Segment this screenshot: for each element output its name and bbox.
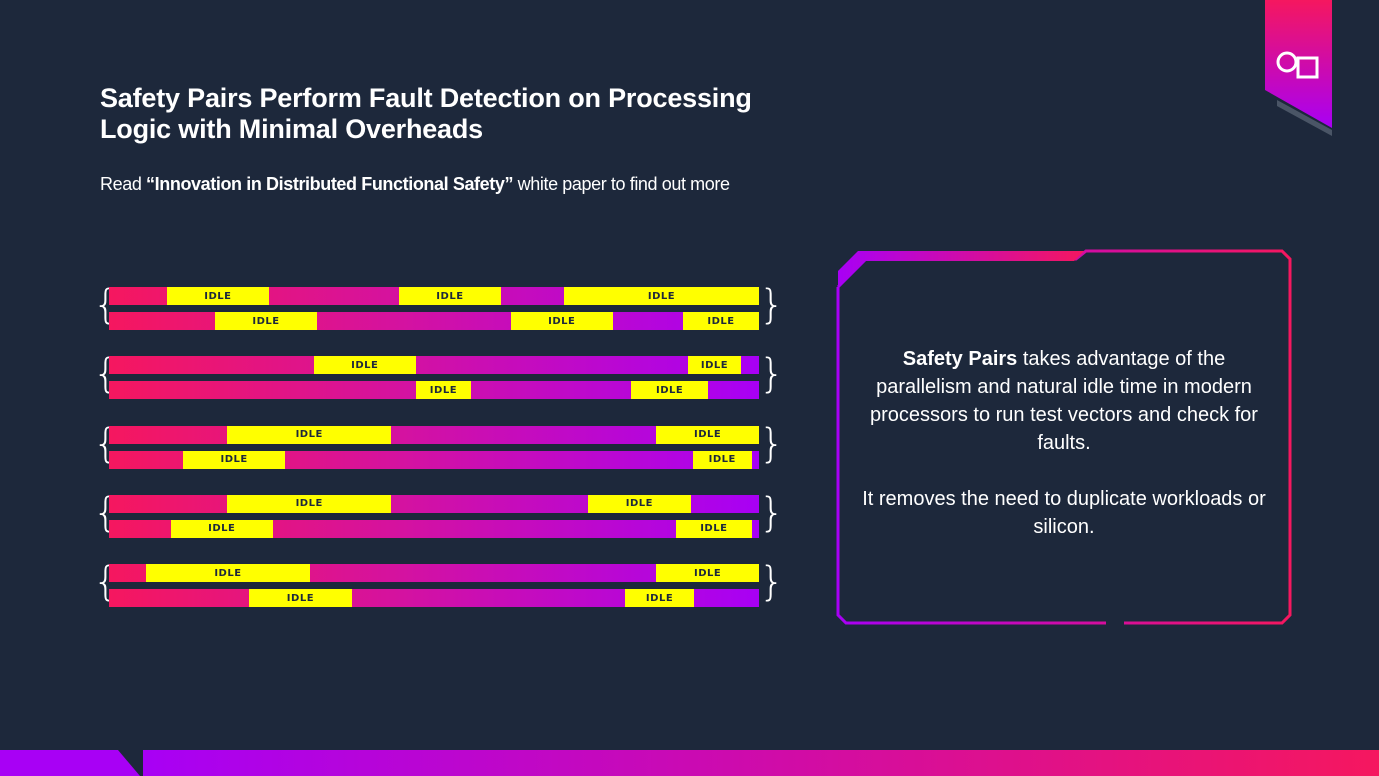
logo-badge (1265, 0, 1332, 136)
subtitle-suffix: white paper to find out more (513, 174, 730, 194)
idle-block: IDLE (248, 589, 353, 608)
white-paper-title: “Innovation in Distributed Functional Sa… (146, 174, 514, 194)
idle-block: IDLE (510, 312, 613, 330)
right-brace: } (759, 489, 785, 536)
processor-timeline: IDLE IDLE IDLE (109, 287, 759, 305)
idle-block: IDLE (146, 564, 310, 583)
processor-timeline: IDLE IDLE (109, 589, 759, 608)
idle-block: IDLE (166, 287, 269, 305)
idle-block: IDLE (625, 589, 694, 608)
idle-block: IDLE (688, 356, 741, 375)
idle-block: IDLE (630, 381, 709, 400)
right-brace: } (759, 282, 785, 328)
circle-square-icon (1276, 51, 1319, 79)
processor-timeline: IDLE IDLE (109, 381, 759, 400)
right-brace: } (759, 420, 785, 467)
slide-title: Safety Pairs Perform Fault Detection on … (100, 83, 752, 144)
processor-timeline: IDLE IDLE (109, 356, 759, 375)
processor-timeline: IDLE IDLE (109, 494, 759, 513)
subtitle: Read “Innovation in Distributed Function… (100, 174, 730, 195)
idle-block: IDLE (313, 356, 416, 375)
idle-block: IDLE (682, 312, 759, 330)
idle-block: IDLE (656, 425, 759, 444)
idle-block: IDLE (227, 494, 392, 513)
idle-block: IDLE (564, 287, 759, 305)
callout-text: Safety Pairs takes advantage of the para… (856, 345, 1272, 569)
processor-timeline: IDLE IDLE (109, 519, 759, 538)
processor-timeline: IDLE IDLE (109, 450, 759, 469)
idle-block: IDLE (227, 425, 392, 444)
bottom-bar (0, 750, 1379, 776)
idle-block: IDLE (415, 381, 472, 400)
idle-block: IDLE (183, 450, 286, 469)
processor-timeline: IDLE IDLE (109, 564, 759, 583)
right-brace: } (759, 351, 785, 398)
idle-block: IDLE (398, 287, 501, 305)
idle-block: IDLE (588, 494, 691, 513)
callout-bold: Safety Pairs (902, 348, 1018, 370)
right-brace: } (759, 559, 785, 606)
callout-frame (836, 249, 1292, 625)
subtitle-prefix: Read (100, 174, 147, 194)
idle-block: IDLE (214, 312, 317, 330)
processor-timeline: IDLE IDLE (109, 425, 759, 444)
callout-line2: It removes the need to duplicate workloa… (862, 488, 1266, 538)
idle-block: IDLE (656, 564, 759, 583)
callout-line1: takes advantage of the parallelism and n… (870, 348, 1258, 454)
idle-block: IDLE (675, 519, 752, 538)
idle-block: IDLE (170, 519, 273, 538)
idle-block: IDLE (692, 450, 752, 469)
processor-timeline: IDLE IDLE IDLE (109, 312, 759, 330)
